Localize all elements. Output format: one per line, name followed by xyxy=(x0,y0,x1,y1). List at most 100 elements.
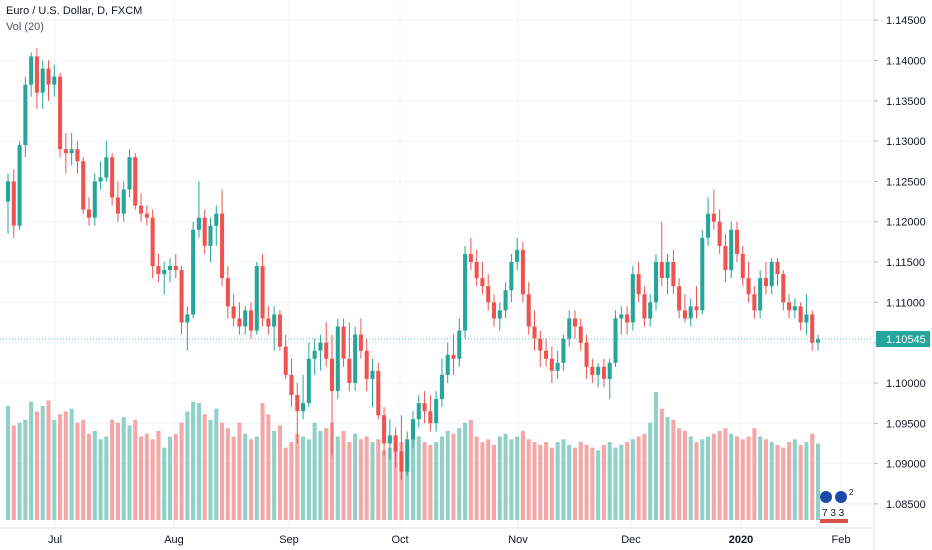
candle-body xyxy=(289,374,294,396)
volume-bar xyxy=(740,439,745,520)
volume-bar xyxy=(578,442,583,520)
volume-bar xyxy=(815,443,821,520)
candle-body xyxy=(312,350,317,359)
candle xyxy=(804,294,809,335)
watermark-text: 7 3 3 xyxy=(822,508,845,519)
candle xyxy=(208,217,213,263)
candle xyxy=(196,181,201,238)
volume-bar xyxy=(5,405,11,520)
candle xyxy=(596,362,601,387)
volume-bar xyxy=(202,414,207,520)
candle-body xyxy=(555,362,560,371)
candle xyxy=(11,169,16,238)
candle-body xyxy=(162,270,167,275)
candle xyxy=(69,133,74,166)
volume-bar xyxy=(63,411,68,520)
candle xyxy=(434,391,439,432)
volume-bar xyxy=(706,436,711,520)
volume-bar xyxy=(804,442,809,520)
candle xyxy=(572,310,578,339)
volume-bar xyxy=(798,444,803,520)
candle xyxy=(243,306,248,335)
candle-body xyxy=(474,262,479,279)
price-tick-label: 1.09000 xyxy=(886,459,926,471)
candle xyxy=(717,209,722,254)
candle-body xyxy=(69,149,74,154)
candle-body xyxy=(29,56,34,85)
candle-body xyxy=(110,157,115,198)
volume-bar xyxy=(399,442,404,520)
symbol-legend[interactable]: Euro / U.S. Dollar, D, FXCM xyxy=(6,5,143,17)
candle xyxy=(792,298,797,319)
candle-body xyxy=(596,366,601,375)
candle xyxy=(370,358,375,408)
candle xyxy=(526,282,531,335)
price-tick-label: 1.14500 xyxy=(886,15,926,27)
candle xyxy=(445,342,450,383)
candle-body xyxy=(601,366,606,379)
time-axis[interactable]: Jul Aug Sep Oct Nov Dec 2020 Feb xyxy=(0,527,874,546)
volume-bar xyxy=(92,430,97,520)
candle xyxy=(17,141,22,230)
candle xyxy=(173,253,178,279)
candle xyxy=(92,173,97,226)
candle-body xyxy=(572,318,578,327)
volume-bar xyxy=(607,442,612,520)
candle-body xyxy=(428,411,433,424)
volume-bar xyxy=(636,436,641,520)
volume-bar xyxy=(312,422,317,520)
candle-body xyxy=(318,342,323,351)
volume-bar xyxy=(503,433,508,520)
eu-flag-icon-2 xyxy=(835,491,847,503)
watermark-superscript: 2 xyxy=(849,488,854,497)
candle-body xyxy=(410,419,416,440)
candle-body xyxy=(237,318,242,327)
candle-body xyxy=(613,318,618,363)
volume-bar xyxy=(69,408,74,520)
volume-bar xyxy=(237,422,242,520)
candle xyxy=(81,157,86,214)
candle-body xyxy=(254,266,259,331)
candle xyxy=(63,133,68,174)
volume-bar xyxy=(225,428,230,520)
candle-body xyxy=(775,262,780,275)
candle xyxy=(682,294,687,323)
candle-body xyxy=(792,306,797,311)
candle xyxy=(451,334,456,375)
volume-bar xyxy=(243,433,248,520)
candle xyxy=(422,391,427,424)
volume-bar xyxy=(509,439,514,520)
candle-body xyxy=(248,310,254,331)
volume-bar xyxy=(144,433,149,520)
price-axis[interactable]: 1.14500 1.14000 1.13500 1.13000 1.12500 1.120… xyxy=(873,0,926,550)
candle xyxy=(538,330,543,367)
candle xyxy=(58,72,63,158)
volume-bar xyxy=(457,428,462,520)
candle-body xyxy=(740,253,745,279)
candle-body xyxy=(688,306,693,319)
volume-legend[interactable]: Vol (20) xyxy=(6,21,44,33)
candle xyxy=(439,358,444,408)
candle xyxy=(625,306,630,335)
volume-bar xyxy=(659,408,664,520)
candle xyxy=(167,257,173,283)
candle xyxy=(301,374,306,420)
candle xyxy=(144,205,149,226)
price-tick-label: 1.14000 xyxy=(886,55,926,67)
volume-bar xyxy=(167,436,173,520)
candle-body xyxy=(196,217,201,230)
volume-bar xyxy=(23,419,28,520)
candle-body xyxy=(642,294,647,319)
candle xyxy=(497,302,502,331)
volume-bar xyxy=(196,403,201,520)
candle-body xyxy=(46,68,51,85)
volume-bar xyxy=(671,419,676,520)
time-tick-label: Dec xyxy=(621,534,641,546)
candle-body xyxy=(549,358,554,371)
volume-bar xyxy=(445,430,450,520)
volume-bars xyxy=(5,392,821,520)
candle-body xyxy=(127,157,132,190)
volume-bar xyxy=(324,428,329,520)
volume-bar xyxy=(474,436,479,520)
